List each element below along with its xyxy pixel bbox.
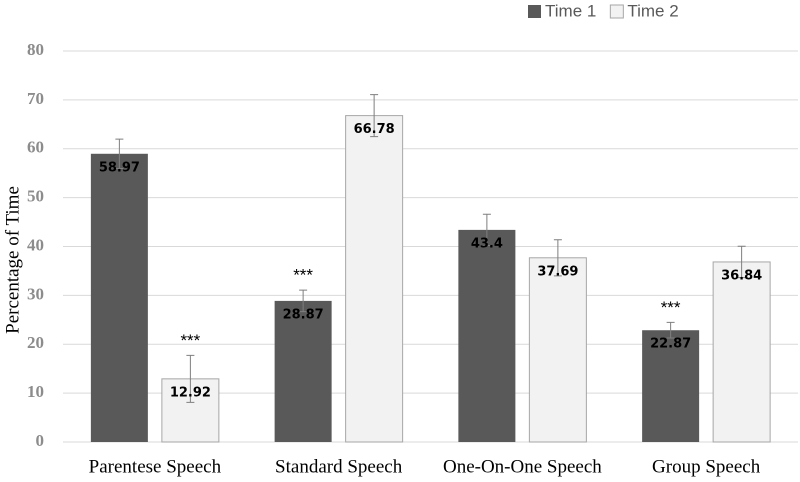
value-label: 36.84 [721, 268, 762, 283]
bar [90, 153, 148, 442]
y-tick-label: 40 [27, 235, 44, 254]
error-bar [186, 354, 195, 403]
error-bar [299, 289, 308, 313]
error-bar [115, 138, 124, 169]
y-tick-label: 50 [27, 187, 44, 206]
value-label: 22.87 [650, 337, 691, 352]
x-tick-label: Group Speech [652, 456, 761, 477]
y-tick-label: 80 [27, 40, 44, 59]
x-tick-label: Parentese Speech [89, 456, 222, 477]
y-tick-label: 10 [27, 382, 44, 401]
significance: *** [180, 331, 200, 350]
value-label: 28.87 [283, 307, 324, 322]
legend-label: Time 1 [545, 1, 596, 20]
error-bar [553, 239, 562, 277]
y-tick-label: 20 [27, 333, 44, 352]
value-label: 66.78 [354, 122, 395, 137]
error-bar [370, 94, 379, 138]
x-tick-label: One-On-One Speech [443, 456, 602, 477]
bar [274, 300, 332, 442]
legend-label: Time 2 [627, 1, 678, 20]
legend-swatch [609, 4, 624, 19]
significance: *** [661, 298, 681, 317]
y-tick-label: 60 [27, 138, 44, 157]
bar [458, 229, 516, 442]
bar [642, 330, 700, 442]
value-label: 37.69 [537, 264, 578, 279]
y-tick-label: 30 [27, 284, 44, 303]
y-axis-title: Percentage of Time [2, 186, 23, 334]
bar [712, 261, 771, 443]
value-label: 43.4 [471, 236, 503, 251]
bar [528, 257, 587, 443]
legend-swatch [528, 5, 541, 18]
value-label: 12.92 [170, 385, 211, 400]
x-tick-label: Standard Speech [275, 456, 403, 477]
value-label: 58.97 [99, 160, 140, 175]
y-tick-label: 0 [36, 431, 45, 450]
bar [345, 115, 404, 443]
error-bar [482, 213, 491, 247]
error-bar [737, 245, 746, 279]
error-bar [666, 321, 675, 339]
significance: *** [293, 266, 313, 285]
y-tick-label: 70 [27, 89, 44, 108]
